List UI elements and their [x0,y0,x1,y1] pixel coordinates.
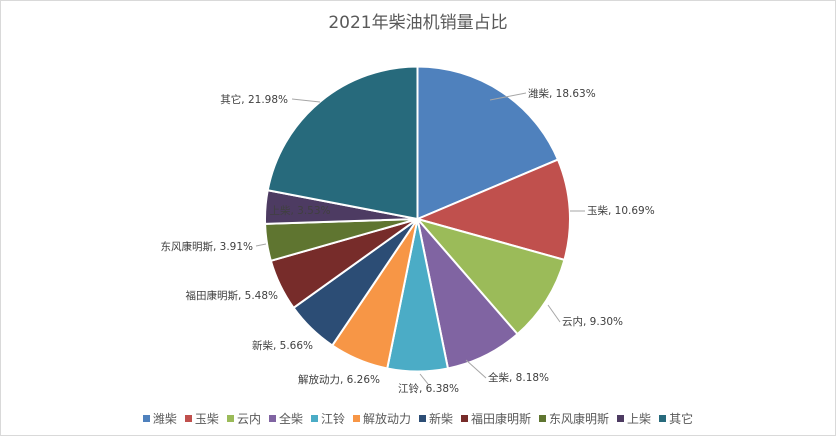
legend-label: 上柴 [627,412,652,426]
legend-label: 东风康明斯 [549,412,610,426]
chart-title: 2021年柴油机销量占比 [328,13,508,33]
leader-line [465,359,487,379]
legend-swatch-icon [310,415,318,422]
leader-line [489,92,527,101]
leader-line [255,243,267,247]
legend-swatch-icon [419,415,426,422]
legend-label: 玉柴 [194,412,219,426]
legend-item: 江铃 [310,410,345,427]
legend-swatch-icon [539,415,547,422]
data-label: 其它, 21.98% [220,93,288,106]
legend-item: 潍柴 [142,410,177,427]
legend-swatch-icon [659,415,667,422]
legend-label: 云内 [236,412,261,426]
legend-swatch-icon [617,415,625,422]
legend-item: 东风康明斯 [539,410,609,427]
chart-legend: 潍柴 玉柴 云内 全柴 江铃 解放动力 新柴 福田康明斯 东风康明斯 上柴 其它 [0,410,836,427]
data-label: 福田康明斯, 5.48% [185,289,278,302]
legend-label: 福田康明斯 [471,412,532,426]
pie-slice-潍柴 [416,65,560,221]
legend-label: 新柴 [429,412,454,426]
pie-slice-其它 [266,65,419,221]
leader-line [291,98,321,103]
leader-line [547,304,561,323]
legend-item: 解放动力 [352,410,411,427]
data-label: 新柴, 5.66% [252,339,313,352]
legend-swatch-icon [226,415,234,422]
data-label: 云内, 9.30% [562,315,623,328]
legend-label: 潍柴 [152,412,177,426]
legend-swatch-icon [268,415,276,422]
legend-label: 江铃 [320,412,345,426]
leader-line [419,373,429,385]
legend-item: 全柴 [268,410,303,427]
legend-item: 新柴 [419,410,453,427]
pie-slice-云内 [414,217,566,336]
legend-item: 云内 [226,410,261,427]
data-label: 全柴, 8.18% [488,371,549,384]
legend-label: 其它 [669,412,694,426]
data-label: 上柴, 3.53% [269,204,330,217]
legend-swatch-icon [184,415,192,422]
legend-item: 其它 [659,410,693,427]
legend-item: 玉柴 [184,410,219,427]
data-label: 潍柴, 18.63% [528,87,596,100]
legend-item: 上柴 [617,410,651,427]
data-label: 东风康明斯, 3.91% [160,240,253,253]
legend-swatch-icon [142,415,150,422]
data-label: 玉柴, 10.69% [587,204,655,217]
legend-swatch-icon [352,415,360,422]
data-label: 解放动力, 6.26% [298,373,380,386]
legend-label: 解放动力 [362,412,411,426]
legend-item: 福田康明斯 [461,410,531,427]
pie-slice-玉柴 [414,158,571,262]
data-label: 江铃, 6.38% [398,382,459,395]
legend-swatch-icon [461,415,469,422]
legend-label: 全柴 [278,412,303,426]
